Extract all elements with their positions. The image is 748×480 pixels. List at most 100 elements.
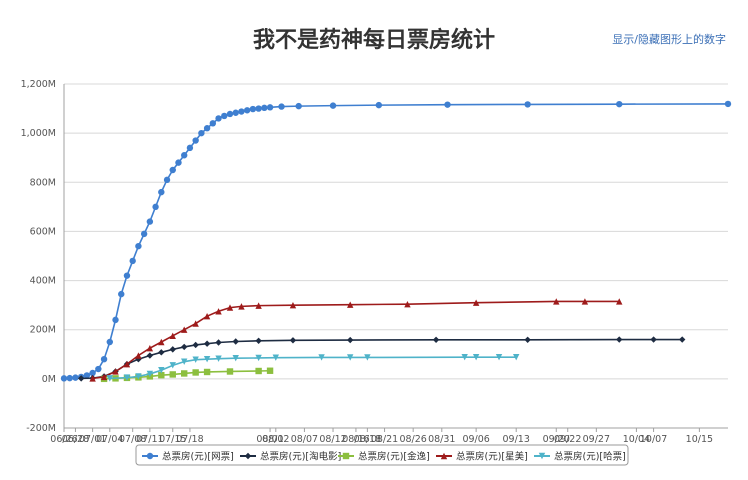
data-point-1 bbox=[432, 336, 440, 343]
x-tick-label: 07/11 bbox=[136, 434, 163, 445]
data-point-0 bbox=[255, 105, 262, 112]
data-point-4 bbox=[169, 362, 176, 369]
data-point-0 bbox=[198, 129, 205, 137]
x-tick-label: 10/07 bbox=[640, 434, 667, 445]
y-tick-label: 0M bbox=[42, 374, 56, 385]
data-point-4 bbox=[472, 354, 480, 361]
data-point-0 bbox=[129, 257, 136, 265]
data-point-1 bbox=[215, 339, 222, 346]
data-point-4 bbox=[272, 354, 279, 361]
data-point-3 bbox=[238, 303, 245, 310]
data-point-3 bbox=[135, 352, 142, 359]
data-point-3 bbox=[347, 301, 354, 308]
data-point-0 bbox=[261, 104, 268, 112]
data-point-0 bbox=[118, 290, 125, 298]
x-tick-label: 08/07 bbox=[291, 434, 318, 445]
data-point-3 bbox=[255, 302, 262, 309]
data-point-0 bbox=[616, 100, 623, 108]
x-tick-label: 09/13 bbox=[503, 434, 530, 445]
data-point-3 bbox=[553, 298, 560, 305]
data-point-1 bbox=[650, 336, 657, 343]
data-point-0 bbox=[203, 125, 211, 132]
x-tick-label: 08/18 bbox=[354, 434, 381, 445]
data-point-4 bbox=[495, 354, 503, 361]
data-point-3 bbox=[123, 360, 131, 368]
data-point-0 bbox=[135, 242, 142, 250]
data-point-4 bbox=[135, 373, 142, 380]
data-point-0 bbox=[140, 230, 148, 238]
data-point-0 bbox=[209, 120, 217, 127]
data-point-0 bbox=[238, 108, 245, 115]
y-tick-label: -200M bbox=[26, 423, 56, 434]
legend-label: 总票房(元)[淘电影] bbox=[260, 451, 341, 463]
data-point-1 bbox=[232, 338, 239, 345]
data-point-3 bbox=[158, 338, 165, 346]
data-point-1 bbox=[203, 340, 211, 347]
data-point-4 bbox=[215, 355, 222, 362]
data-point-0 bbox=[89, 369, 96, 377]
data-point-4 bbox=[203, 356, 211, 363]
legend-box bbox=[135, 444, 629, 466]
data-point-1 bbox=[158, 349, 165, 356]
data-point-0 bbox=[221, 112, 228, 120]
data-point-0 bbox=[60, 375, 68, 382]
data-point-1 bbox=[289, 337, 297, 344]
data-point-3 bbox=[100, 373, 108, 381]
data-point-0 bbox=[72, 374, 79, 381]
data-point-1 bbox=[181, 343, 188, 351]
data-point-0 bbox=[112, 316, 119, 324]
data-point-4 bbox=[347, 354, 354, 361]
data-point-0 bbox=[278, 103, 285, 110]
legend-marker bbox=[146, 452, 154, 460]
data-point-0 bbox=[175, 159, 182, 166]
data-point-0 bbox=[232, 109, 239, 116]
x-tick-label: 07/15 bbox=[159, 434, 186, 445]
data-point-0 bbox=[249, 105, 257, 113]
chart-title: 我不是药神每日票房统计 bbox=[253, 27, 495, 53]
data-point-3 bbox=[226, 304, 234, 311]
x-tick-label: 07/01 bbox=[79, 434, 106, 445]
data-point-0 bbox=[266, 104, 274, 111]
data-point-1 bbox=[146, 352, 154, 359]
y-tick-label: 1,000M bbox=[21, 128, 56, 139]
x-tick-label: 10/04 bbox=[623, 434, 650, 445]
data-point-0 bbox=[375, 101, 383, 109]
data-point-0 bbox=[152, 203, 159, 211]
y-tick-label: 600M bbox=[30, 226, 56, 237]
data-point-1 bbox=[77, 375, 85, 382]
data-point-0 bbox=[226, 110, 234, 118]
x-tick-label: 08/21 bbox=[371, 434, 398, 445]
x-tick-label: 06/28 bbox=[62, 434, 89, 445]
data-point-2 bbox=[203, 368, 211, 376]
data-point-3 bbox=[472, 299, 480, 306]
legend-label: 总票房(元)[哈票] bbox=[554, 451, 626, 463]
data-point-3 bbox=[404, 300, 411, 308]
data-point-1 bbox=[169, 346, 176, 353]
legend-marker bbox=[244, 452, 252, 460]
x-tick-label: 09/06 bbox=[462, 434, 489, 445]
x-tick-label: 07/08 bbox=[119, 434, 146, 445]
toggle-values-link[interactable]: 显示/隐藏图形上的数字 bbox=[612, 32, 726, 46]
data-point-3 bbox=[203, 313, 211, 320]
data-point-3 bbox=[581, 298, 589, 305]
data-point-3 bbox=[112, 368, 119, 375]
data-point-4 bbox=[123, 374, 131, 381]
y-tick-label: 400M bbox=[30, 276, 56, 287]
data-point-3 bbox=[181, 326, 188, 333]
x-tick-label: 08/01 bbox=[256, 434, 283, 445]
data-point-0 bbox=[524, 101, 531, 108]
data-point-0 bbox=[106, 338, 113, 346]
data-point-0 bbox=[295, 102, 302, 110]
data-point-4 bbox=[181, 358, 188, 365]
data-point-0 bbox=[724, 100, 732, 108]
y-tick-label: 200M bbox=[30, 325, 56, 336]
data-point-4 bbox=[192, 356, 199, 363]
data-point-0 bbox=[215, 115, 222, 122]
x-tick-label: 08/02 bbox=[262, 434, 289, 445]
data-point-0 bbox=[158, 188, 165, 196]
series-line-0 bbox=[63, 103, 729, 380]
data-point-4 bbox=[318, 354, 325, 361]
data-point-1 bbox=[347, 336, 354, 344]
x-tick-label: 09/22 bbox=[554, 434, 581, 445]
data-point-1 bbox=[255, 337, 262, 344]
